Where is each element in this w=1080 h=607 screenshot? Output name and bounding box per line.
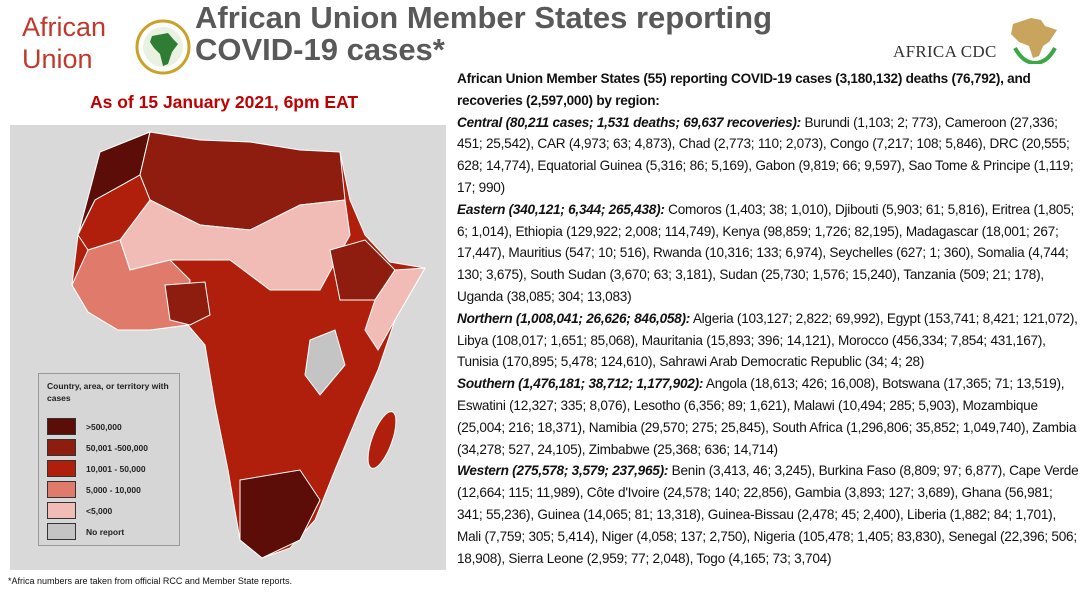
- legend-item: 5,000 - 10,000: [47, 481, 141, 498]
- legend-swatch: [47, 502, 76, 519]
- legend-item: <5,000: [47, 502, 112, 519]
- african-union-logo: African Union: [22, 14, 192, 80]
- region-northern: Northern (1,008,041; 26,626; 846,058): A…: [457, 310, 1078, 370]
- legend-item: No report: [47, 523, 124, 540]
- au-emblem-icon: [135, 19, 191, 75]
- summary-intro: African Union Member States (55) reporti…: [457, 71, 1031, 108]
- footnote: *Africa numbers are taken from official …: [8, 576, 292, 586]
- map-legend: Country, area, or territory with cases >…: [38, 373, 180, 546]
- africa-cdc-logo: AFRICA CDC: [893, 18, 1063, 88]
- legend-swatch: [47, 460, 76, 477]
- legend-swatch: [47, 439, 76, 456]
- region-central: Central (80,211 cases; 1,531 deaths; 69,…: [457, 114, 1074, 195]
- region-south-africa: [239, 469, 321, 559]
- legend-title: Country, area, or territory with cases: [47, 381, 169, 403]
- africa-cdc-emblem-icon: [1011, 18, 1057, 64]
- legend-item: 50,001 -500,000: [47, 439, 148, 456]
- madagascar: [367, 411, 397, 469]
- region-western: Western (275,578; 3,579; 237,965): Benin…: [457, 463, 1079, 566]
- report-date: As of 15 January 2021, 6pm EAT: [90, 92, 359, 112]
- legend-swatch: [47, 523, 76, 540]
- legend-swatch: [47, 418, 76, 435]
- region-somalia: [364, 267, 426, 351]
- au-logo-text: African Union: [22, 12, 107, 74]
- legend-item: 10,001 - 50,000: [47, 460, 146, 477]
- region-no-report: [304, 329, 346, 396]
- legend-swatch: [47, 481, 76, 498]
- region-nigeria: [164, 281, 211, 326]
- page-title: African Union Member States reporting COV…: [195, 0, 773, 67]
- summary-text: African Union Member States (55) reporti…: [457, 68, 1079, 569]
- legend-item: >500,000: [47, 418, 122, 435]
- region-southern: Southern (1,476,181; 38,712; 1,177,902):…: [457, 376, 1077, 457]
- region-eastern: Eastern (340,121; 6,344; 265,438): Comor…: [457, 201, 1075, 304]
